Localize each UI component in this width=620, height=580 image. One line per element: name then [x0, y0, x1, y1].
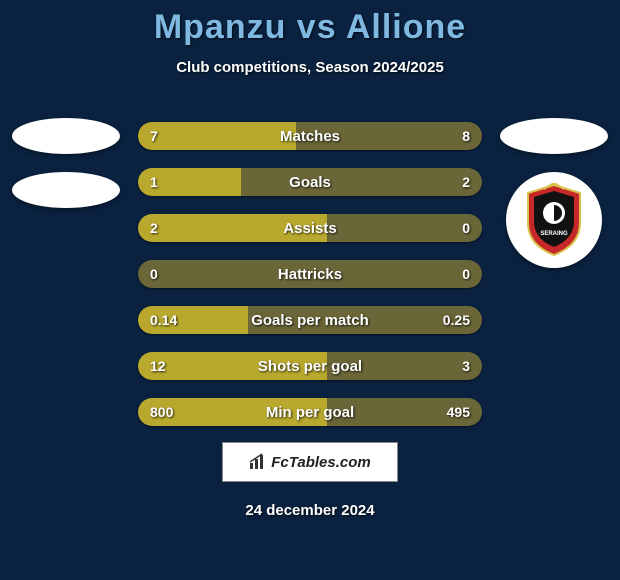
shield-icon: SERAING: [522, 183, 586, 257]
fctables-label: FcTables.com: [271, 454, 370, 471]
stat-row: 7Matches8: [138, 122, 482, 150]
stat-label: Goals per match: [138, 306, 482, 334]
stat-row: 2Assists0: [138, 214, 482, 242]
stat-label: Matches: [138, 122, 482, 150]
chart-icon: [249, 453, 267, 471]
left-badge-1: [12, 118, 120, 154]
stat-value-right: 0.25: [443, 306, 470, 334]
fctables-watermark: FcTables.com: [222, 442, 398, 482]
stat-value-right: 495: [447, 398, 470, 426]
stat-value-right: 2: [462, 168, 470, 196]
stat-row: 0Hattricks0: [138, 260, 482, 288]
stat-row: 1Goals2: [138, 168, 482, 196]
stat-label: Hattricks: [138, 260, 482, 288]
left-badge-2: [12, 172, 120, 208]
stat-label: Assists: [138, 214, 482, 242]
right-club-badge: SERAING: [506, 172, 602, 268]
stat-row: 0.14Goals per match0.25: [138, 306, 482, 334]
stat-value-right: 0: [462, 214, 470, 242]
svg-text:SERAING: SERAING: [540, 231, 568, 237]
left-player-badges: [6, 118, 126, 226]
stat-row: 800Min per goal495: [138, 398, 482, 426]
page-title: Mpanzu vs Allione: [0, 0, 620, 47]
stat-label: Min per goal: [138, 398, 482, 426]
date-label: 24 december 2024: [0, 502, 620, 519]
stat-value-right: 3: [462, 352, 470, 380]
stat-value-right: 0: [462, 260, 470, 288]
right-badge-1: [500, 118, 608, 154]
stat-label: Shots per goal: [138, 352, 482, 380]
stats-container: 7Matches81Goals22Assists00Hattricks00.14…: [138, 122, 482, 444]
stat-value-right: 8: [462, 122, 470, 150]
stat-label: Goals: [138, 168, 482, 196]
right-player-badges: SERAING: [494, 118, 614, 268]
subtitle: Club competitions, Season 2024/2025: [0, 59, 620, 76]
stat-row: 12Shots per goal3: [138, 352, 482, 380]
